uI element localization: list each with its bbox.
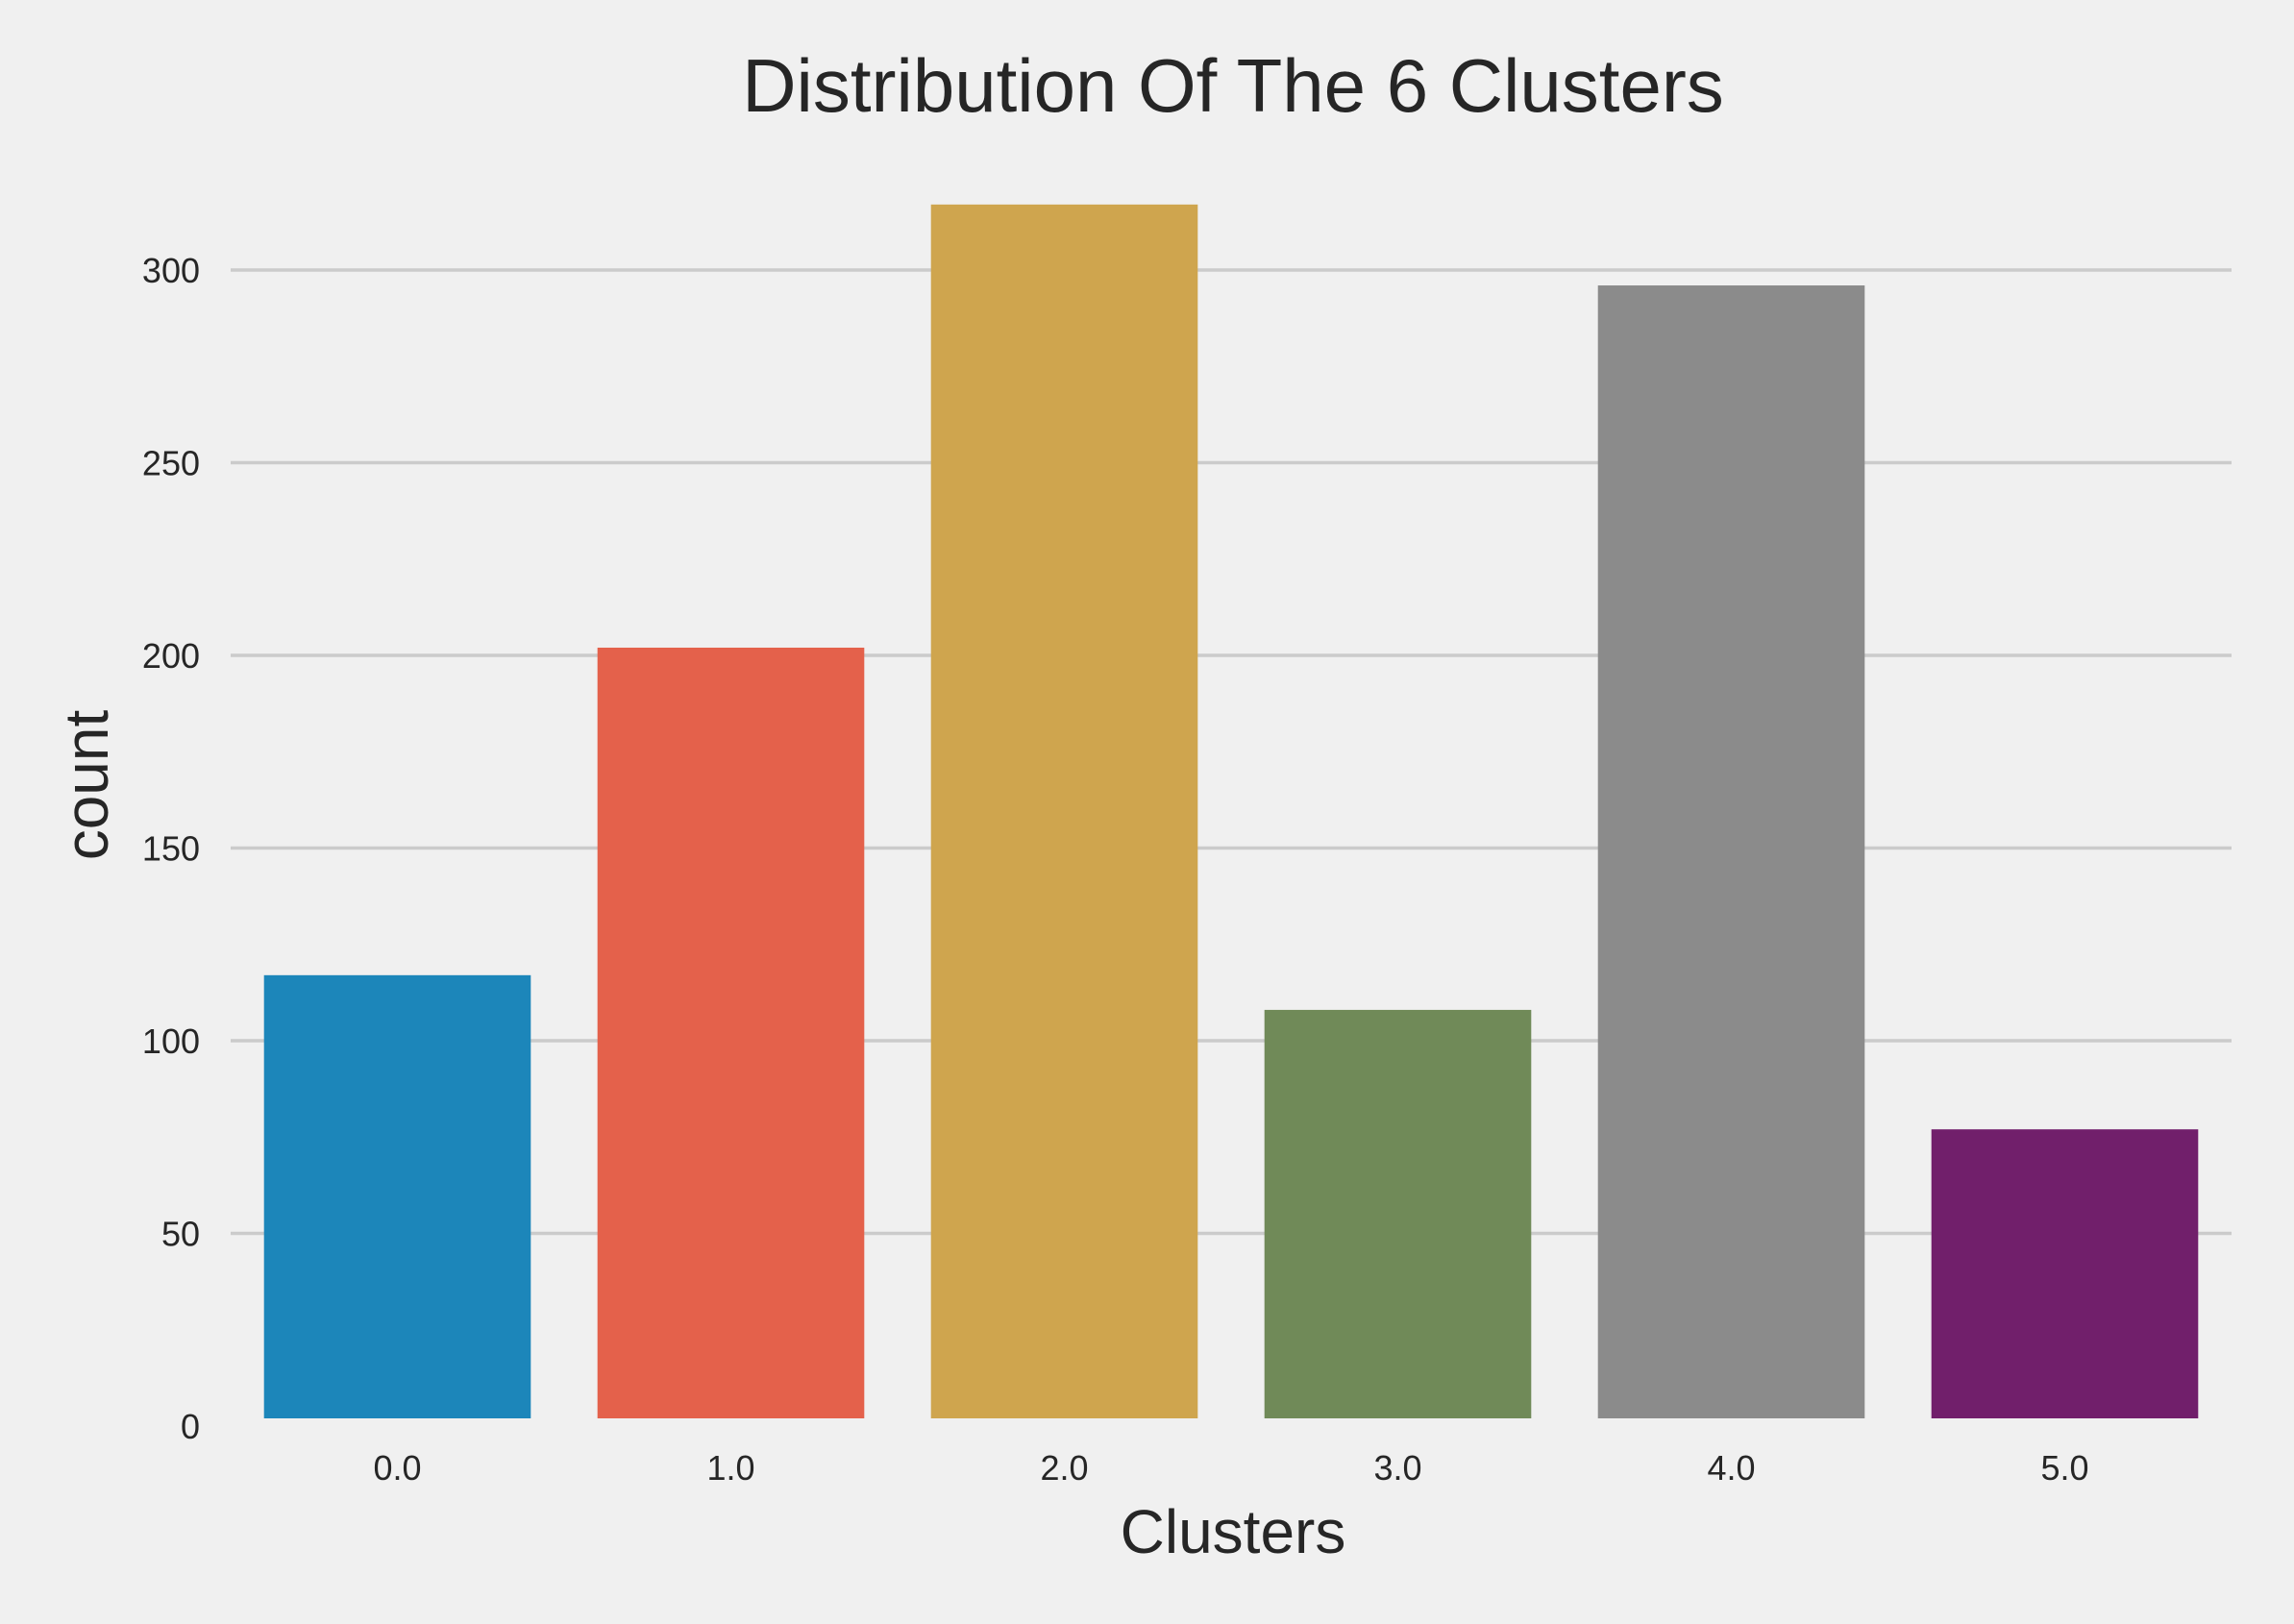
y-tick-label: 300 bbox=[142, 251, 200, 290]
x-tick-label: 3.0 bbox=[1373, 1448, 1421, 1488]
x-tick-label: 0.0 bbox=[373, 1448, 421, 1488]
bar-2.0 bbox=[930, 204, 1198, 1419]
bar-1.0 bbox=[597, 647, 865, 1418]
x-tick-labels: 0.0 1.0 2.0 3.0 4.0 5.0 bbox=[373, 1448, 2088, 1488]
bar-4.0 bbox=[1597, 285, 1865, 1418]
y-axis-label: count bbox=[52, 710, 121, 861]
y-tick-label: 150 bbox=[142, 829, 200, 869]
chart-title: Distribution Of The 6 Clusters bbox=[742, 43, 1724, 128]
y-tick-label: 50 bbox=[161, 1215, 200, 1254]
gridlines bbox=[231, 268, 2232, 1236]
x-tick-label: 2.0 bbox=[1040, 1448, 1088, 1488]
x-tick-label: 4.0 bbox=[1707, 1448, 1755, 1488]
y-tick-labels: 0 50 100 150 200 250 300 bbox=[142, 251, 200, 1446]
bar-0.0 bbox=[263, 974, 531, 1418]
y-tick-label: 100 bbox=[142, 1021, 200, 1061]
x-axis-label: Clusters bbox=[1121, 1497, 1346, 1566]
bar-5.0 bbox=[1931, 1129, 2199, 1418]
y-tick-label: 250 bbox=[142, 444, 200, 483]
y-tick-label: 200 bbox=[142, 636, 200, 676]
y-tick-label: 0 bbox=[181, 1407, 200, 1446]
x-tick-label: 1.0 bbox=[706, 1448, 754, 1488]
x-tick-label: 5.0 bbox=[2040, 1448, 2088, 1488]
bar-3.0 bbox=[1264, 1009, 1532, 1418]
bars bbox=[263, 204, 2199, 1419]
